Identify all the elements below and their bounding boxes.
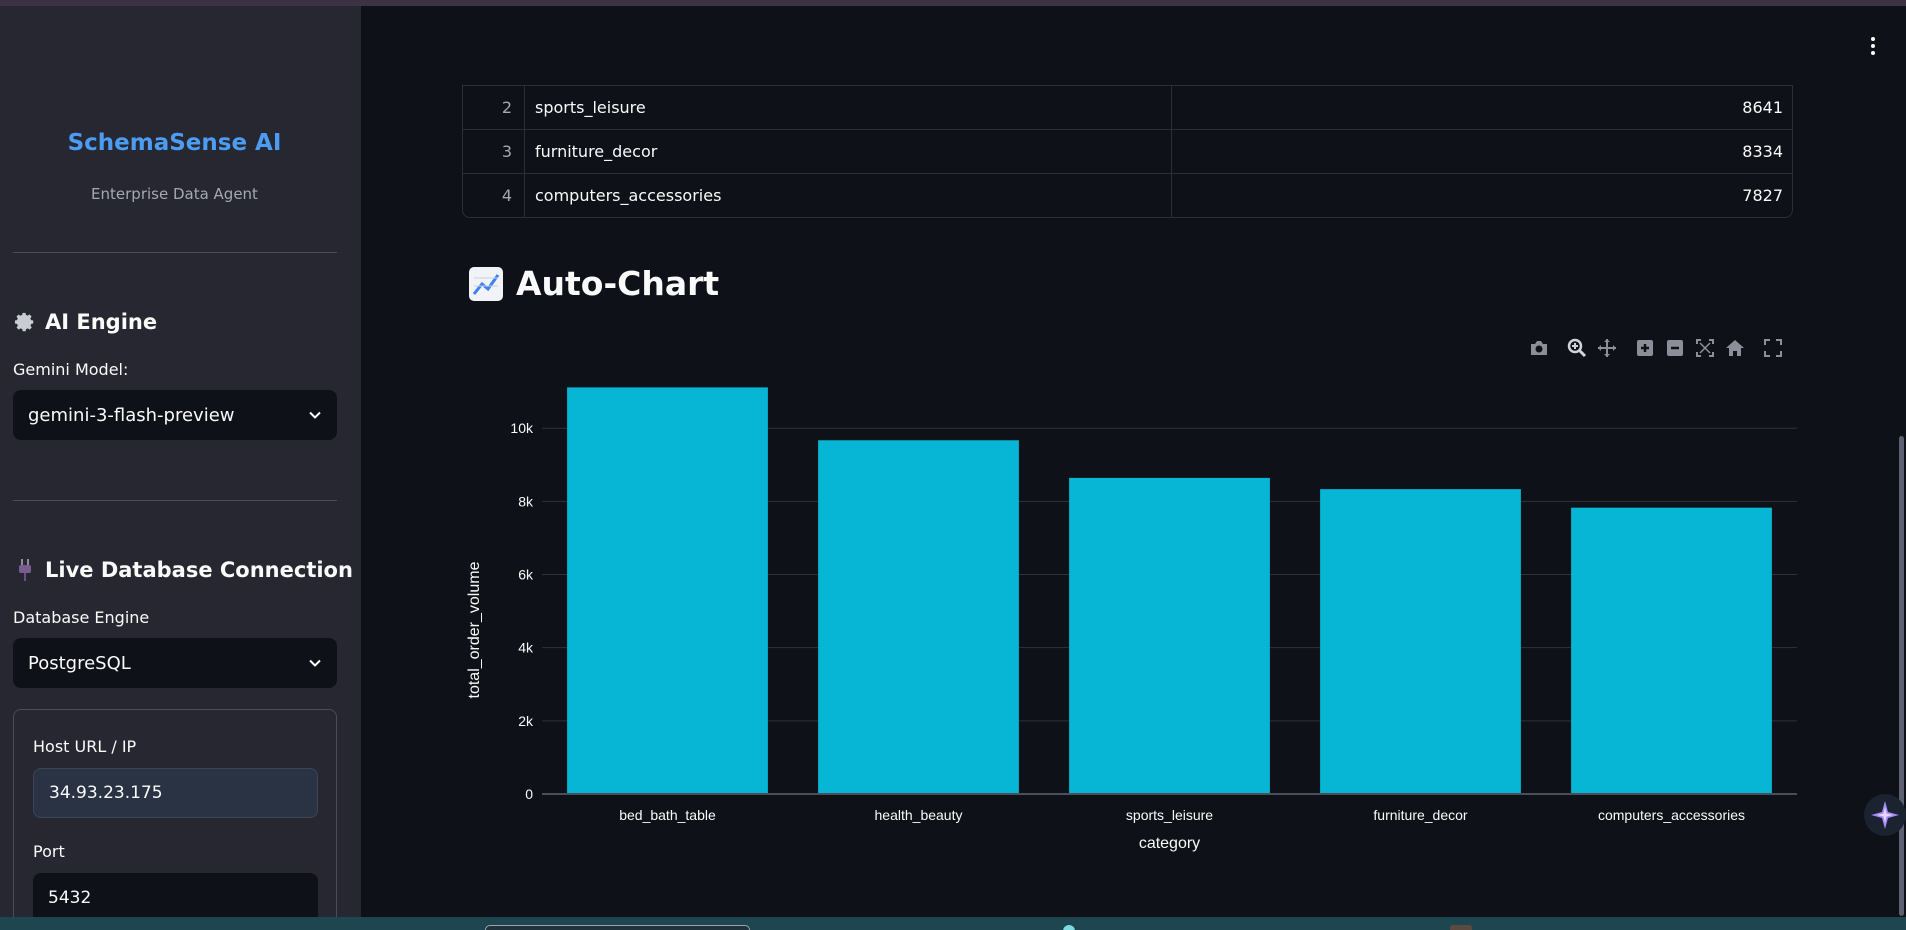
pan-icon[interactable] (1595, 336, 1619, 360)
port-input[interactable]: 5432 (33, 873, 318, 917)
row-index: 4 (463, 174, 525, 217)
gear-icon (13, 310, 37, 334)
db-engine-select[interactable]: PostgreSQL (13, 638, 337, 688)
x-tick-label: furniture_decor (1373, 807, 1468, 823)
sparkle-icon (1871, 801, 1899, 829)
volume-cell[interactable]: 7827 (1742, 186, 1783, 205)
chart-modebar (1521, 336, 1785, 360)
table-row[interactable]: 4 computers_accessories 7827 (463, 173, 1792, 217)
table-row[interactable]: 3 furniture_decor 8334 (463, 129, 1792, 174)
x-axis-title: category (1139, 835, 1200, 852)
auto-chart-title: Auto-Chart (516, 264, 720, 303)
bar[interactable] (1571, 507, 1772, 794)
taskbar-app-icon[interactable] (1063, 925, 1075, 930)
zoom-out-icon[interactable] (1663, 336, 1687, 360)
row-index: 3 (463, 130, 525, 174)
x-tick-label: health_beauty (875, 807, 963, 823)
db-engine-label: Database Engine (13, 608, 150, 627)
category-cell[interactable]: sports_leisure (525, 86, 1172, 130)
port-label: Port (33, 842, 65, 861)
zoom-in-icon[interactable] (1633, 336, 1657, 360)
window-top-strip (0, 0, 1906, 6)
db-connection-heading: Live Database Connection (13, 558, 353, 582)
y-tick-label: 0 (525, 786, 533, 802)
gemini-model-value: gemini-3-flash-preview (28, 404, 235, 426)
table-row[interactable]: 2 sports_leisure 8641 (463, 85, 1792, 130)
assistant-fab[interactable] (1864, 794, 1906, 836)
volume-cell[interactable]: 8641 (1742, 98, 1783, 117)
camera-icon[interactable] (1527, 336, 1551, 360)
gemini-model-select[interactable]: gemini-3-flash-preview (13, 390, 337, 440)
plug-icon (13, 558, 37, 582)
y-tick-label: 4k (518, 640, 534, 656)
zoom-icon[interactable] (1565, 336, 1589, 360)
gemini-model-label: Gemini Model: (13, 360, 129, 379)
taskbar-strip (0, 917, 1906, 930)
bar[interactable] (1069, 477, 1270, 794)
row-index: 2 (463, 86, 525, 130)
x-tick-label: sports_leisure (1126, 807, 1213, 823)
category-cell[interactable]: computers_accessories (525, 174, 1172, 217)
taskbar-app-icon[interactable] (1450, 925, 1472, 930)
bar-chart: 0 2k 4k 6k 8k 10k bed_bath_table health_beauty s… (466, 387, 1797, 852)
scrollbar[interactable] (1899, 436, 1904, 916)
taskbar-search[interactable] (485, 925, 750, 930)
home-icon[interactable] (1723, 336, 1747, 360)
ai-engine-title: AI Engine (45, 310, 158, 334)
y-tick-label: 10k (510, 420, 534, 436)
y-tick-label: 2k (518, 713, 534, 729)
category-cell[interactable]: furniture_decor (525, 130, 1172, 174)
brand-title: SchemaSense AI (67, 130, 282, 156)
host-label: Host URL / IP (33, 737, 137, 756)
chevron-down-icon (309, 411, 321, 419)
db-engine-value: PostgreSQL (28, 652, 131, 674)
bar[interactable] (818, 440, 1019, 794)
y-tick-label: 6k (518, 567, 534, 583)
results-table: 2 sports_leisure 8641 3 furniture_decor … (462, 85, 1793, 218)
main-menu-button[interactable] (1863, 34, 1883, 58)
ai-engine-heading: AI Engine (13, 310, 157, 334)
host-input[interactable]: 34.93.23.175 (33, 768, 318, 818)
bar[interactable] (567, 387, 768, 794)
bar[interactable] (1320, 489, 1521, 794)
auto-chart-heading: Auto-Chart (468, 264, 719, 303)
x-tick-label: bed_bath_table (619, 807, 716, 823)
x-tick-label: computers_accessories (1598, 807, 1745, 823)
sidebar: SchemaSense AI Enterprise Data Agent AI … (0, 6, 361, 917)
more-vertical-icon (1871, 37, 1875, 55)
volume-cell[interactable]: 8334 (1742, 142, 1783, 161)
y-axis-title: total_order_volume (466, 561, 483, 698)
chart-increasing-icon (468, 266, 504, 302)
sidebar-divider (13, 500, 337, 501)
brand-tagline: Enterprise Data Agent (91, 185, 258, 203)
y-tick-label: 8k (518, 493, 534, 509)
fullscreen-icon[interactable] (1761, 336, 1785, 360)
main-content: 2 sports_leisure 8641 3 furniture_decor … (361, 6, 1906, 917)
connection-form: Host URL / IP 34.93.23.175 Port 5432 (13, 709, 337, 917)
db-connection-title: Live Database Connection (45, 558, 353, 582)
chevron-down-icon (309, 659, 321, 667)
sidebar-divider (13, 252, 337, 253)
autoscale-icon[interactable] (1693, 336, 1717, 360)
